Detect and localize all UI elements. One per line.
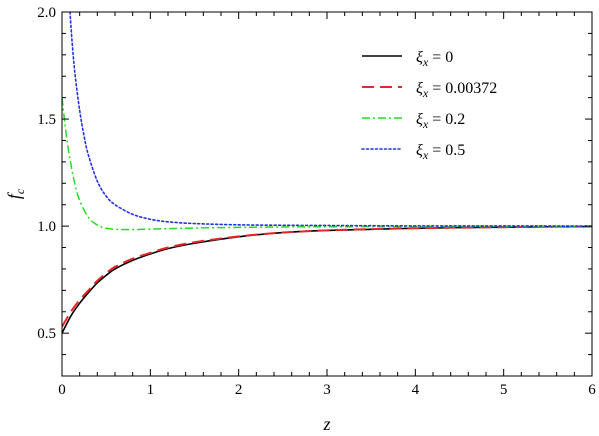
y-tick-label-0: 0.5 [37, 326, 56, 342]
series-layer [62, 12, 592, 334]
legend-label-2: ξx = 0.2 [416, 111, 465, 131]
legend-label-3: ξx = 0.5 [416, 142, 465, 162]
series-line-3 [69, 12, 592, 227]
y-axis-label-sub: c [13, 188, 27, 194]
x-axis-label: z [322, 414, 330, 434]
x-tick-label-3: 3 [323, 382, 331, 398]
x-tick-label-4: 4 [412, 382, 420, 398]
y-tick-label-1: 1.0 [37, 219, 56, 235]
legend-label-1: ξx = 0.00372 [416, 80, 497, 100]
y-tick-label-2: 1.5 [37, 112, 56, 128]
x-tick-label-2: 2 [235, 382, 243, 398]
y-tick-label-3: 2.0 [37, 5, 56, 21]
x-tick-label-0: 0 [58, 382, 66, 398]
y-axis-label-main: f [4, 191, 24, 199]
series-line-0 [62, 225, 592, 334]
plot-frame [61, 11, 593, 377]
x-tick-label-6: 6 [588, 382, 596, 398]
x-tick-label-5: 5 [500, 382, 508, 398]
legend-label-0: ξx = 0 [416, 49, 453, 69]
series-line-1 [62, 225, 592, 328]
series-line-2 [62, 97, 592, 231]
ticks-layer: 0 1 2 3 4 5 6 0.5 1.0 1.5 2.0 [37, 5, 596, 398]
y-axis-label: fc [4, 188, 27, 199]
x-tick-label-1: 1 [147, 382, 155, 398]
legend: ξx = 0 ξx = 0.00372 ξx = 0.2 ξx = 0.5 [361, 49, 497, 162]
